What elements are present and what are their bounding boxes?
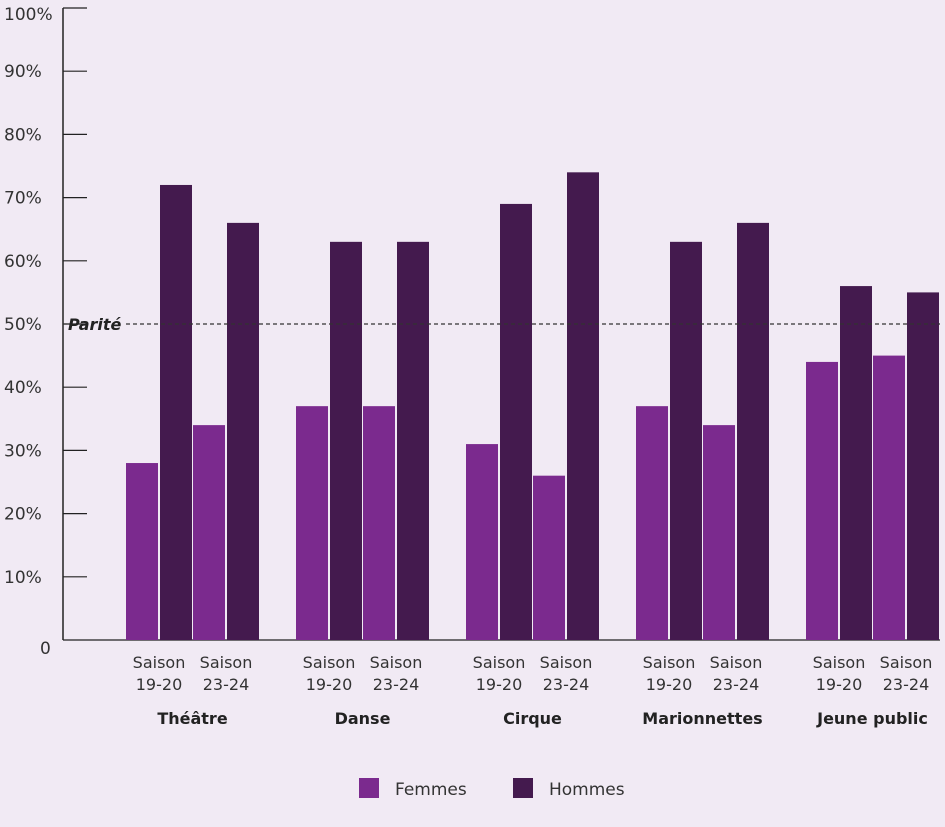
season-label: Saison (200, 653, 253, 672)
category-label: Cirque (503, 709, 562, 728)
y-tick-label: 50% (4, 315, 42, 335)
season-label: Saison (473, 653, 526, 672)
bar (397, 241, 429, 640)
bar (126, 463, 158, 640)
y-tick-label: 0 (40, 639, 51, 659)
legend: Femmes Hommes (359, 778, 625, 800)
season-label: Saison (710, 653, 763, 672)
bar (737, 222, 769, 640)
y-tick-label: 40% (4, 378, 42, 398)
season-label: 19-20 (646, 675, 693, 694)
category-label: Danse (335, 709, 391, 728)
season-label: Saison (133, 653, 186, 672)
y-tick-label: 100% (4, 5, 53, 25)
bar (703, 425, 735, 640)
bar (840, 286, 872, 640)
legend-swatch (359, 778, 379, 798)
bar (330, 241, 362, 640)
legend-label: Femmes (395, 780, 467, 800)
bar (670, 241, 702, 640)
bar (193, 425, 225, 640)
bar (873, 355, 905, 640)
bar (500, 203, 532, 641)
bar (533, 475, 565, 640)
season-label: Saison (880, 653, 933, 672)
season-label: 23-24 (543, 675, 590, 694)
y-tick-label: 30% (4, 441, 42, 461)
season-label: 23-24 (713, 675, 760, 694)
season-label: Saison (540, 653, 593, 672)
season-label: 19-20 (816, 675, 863, 694)
y-tick-label: 10% (4, 568, 42, 588)
y-tick-label: 90% (4, 62, 42, 82)
legend-swatch (513, 778, 533, 798)
season-label: Saison (370, 653, 423, 672)
legend-label: Hommes (549, 780, 625, 800)
bar (363, 406, 395, 640)
bars (126, 172, 939, 641)
season-label: 23-24 (373, 675, 420, 694)
bar (160, 184, 192, 640)
y-tick-label: 60% (4, 252, 42, 272)
season-label: 19-20 (476, 675, 523, 694)
bar (567, 172, 599, 640)
category-label: Jeune public (816, 709, 928, 728)
season-label: 19-20 (136, 675, 183, 694)
x-axis-labels: Saison 19-20 Saison 23-24 Théâtre Saison 19-20… (133, 653, 933, 728)
y-tick-label: 20% (4, 505, 42, 525)
bar (466, 444, 498, 640)
y-tick-label: 80% (4, 125, 42, 145)
category-label: Théâtre (157, 709, 227, 728)
bar (907, 292, 939, 640)
season-label: Saison (643, 653, 696, 672)
bar (806, 361, 838, 640)
parity-reference: Parité (63, 315, 940, 334)
season-label: 23-24 (203, 675, 250, 694)
bar (296, 406, 328, 640)
season-label: 19-20 (306, 675, 353, 694)
bar (227, 222, 259, 640)
season-label: Saison (813, 653, 866, 672)
category-label: Marionnettes (642, 709, 762, 728)
parity-label: Parité (68, 315, 122, 334)
season-label: Saison (303, 653, 356, 672)
y-tick-label: 70% (4, 189, 42, 209)
season-label: 23-24 (883, 675, 930, 694)
bar (636, 406, 668, 640)
